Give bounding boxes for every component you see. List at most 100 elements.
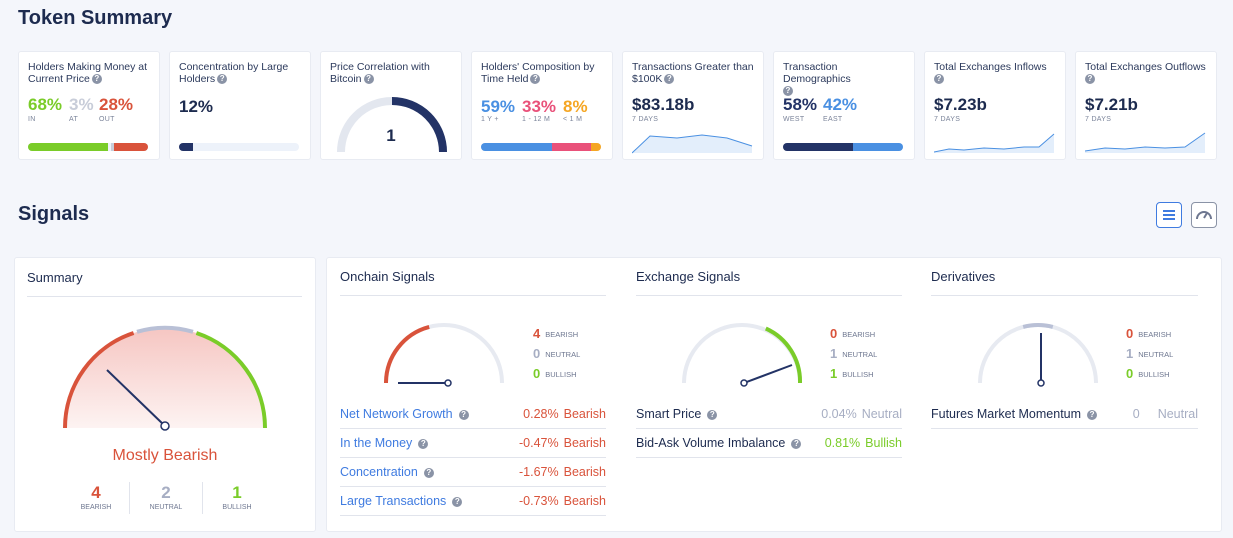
question-icon[interactable]: ? (934, 74, 944, 85)
derivatives-bullish-legend: 0 BULLISH (1126, 366, 1170, 381)
bearish-count: 0 (830, 326, 838, 341)
bullish-count: 1 (232, 483, 242, 502)
card-holders-composition[interactable]: Holders' Composition by Time Held? 59% 3… (471, 51, 613, 160)
label-east: EAST (823, 116, 843, 123)
correlation-value: 1 (386, 126, 396, 145)
onchain-title: Onchain Signals (340, 269, 435, 284)
signal-pct: -0.47% (519, 436, 559, 450)
signal-name: Bid-Ask Volume Imbalance (636, 436, 786, 450)
summary-bearish: 4 BEARISH (62, 483, 130, 511)
card-holders-making-money[interactable]: Holders Making Money at Current Price? 6… (18, 51, 160, 160)
question-icon[interactable]: ? (664, 74, 675, 85)
signal-row-large-transactions[interactable]: Large Transactions? -0.73% Bearish (340, 487, 606, 516)
signal-link[interactable]: In the Money (340, 436, 413, 450)
signal-row-futures-market-momentum[interactable]: Futures Market Momentum? 0 Neutral (931, 400, 1198, 429)
label-1m: < 1 M (563, 116, 583, 123)
bearish-label: BEARISH (80, 504, 112, 511)
signal-verdict: Bullish (865, 436, 902, 450)
card-large-transactions[interactable]: Transactions Greater than $100K? $83.18b… (622, 51, 764, 160)
question-icon[interactable]: ? (458, 409, 469, 420)
signal-row-smart-price[interactable]: Smart Price? 0.04% Neutral (636, 400, 902, 429)
signal-verdict: Neutral (1157, 407, 1198, 421)
question-icon[interactable]: ? (363, 74, 374, 85)
signal-verdict: Bearish (563, 465, 606, 479)
question-icon[interactable]: ? (530, 74, 541, 85)
onchain-bearish-legend: 4 BEARISH (533, 326, 578, 341)
value-at: 3% (69, 95, 94, 114)
signal-verdict: Bearish (563, 407, 606, 421)
value-west: 58% (783, 95, 818, 114)
question-icon[interactable]: ? (217, 74, 228, 85)
question-icon[interactable]: ? (707, 409, 718, 420)
bullish-label: BULLISH (222, 504, 252, 511)
holders-bar (28, 143, 148, 151)
list-view-button[interactable] (1156, 202, 1182, 228)
inflows-value: $7.23b (934, 95, 987, 114)
outflows-value: $7.21b (1085, 95, 1138, 114)
gauge-icon (1196, 211, 1212, 220)
card-title: Holders Making Money at Current Price (28, 61, 148, 85)
period-label: 7 DAYS (934, 116, 961, 123)
neutral-count: 2 (161, 483, 171, 502)
bearish-count: 0 (1126, 326, 1134, 341)
summary-panel: Summary Mostly Bearish 4 BEARISH 2 NEUTR… (14, 257, 316, 532)
value-1-12m: 33% (522, 97, 557, 116)
card-exchange-inflows[interactable]: Total Exchanges Inflows? $7.23b 7 DAYS (924, 51, 1066, 160)
question-icon[interactable]: ? (783, 86, 793, 97)
onchain-neutral-legend: 0 NEUTRAL (533, 346, 580, 361)
label-at: AT (69, 116, 79, 123)
transactions-value: $83.18b (632, 95, 695, 114)
signal-row-in-the-money[interactable]: In the Money? -0.47% Bearish (340, 429, 606, 458)
neutral-label: NEUTRAL (149, 504, 183, 511)
signal-row-net-network-growth[interactable]: Net Network Growth? 0.28% Bearish (340, 400, 606, 429)
question-icon[interactable]: ? (423, 467, 434, 478)
neutral-label: NEUTRAL (1138, 350, 1174, 359)
signal-pct: -1.67% (519, 465, 559, 479)
question-icon[interactable]: ? (91, 74, 102, 85)
question-icon[interactable]: ? (418, 438, 429, 449)
bearish-label: BEARISH (1138, 330, 1172, 339)
question-icon[interactable]: ? (1087, 409, 1098, 420)
card-exchange-outflows[interactable]: Total Exchanges Outflows? $7.21b 7 DAYS (1075, 51, 1217, 160)
exchange-neutral-legend: 1 NEUTRAL (830, 346, 877, 361)
neutral-count: 0 (533, 346, 541, 361)
bearish-label: BEARISH (842, 330, 876, 339)
question-icon[interactable]: ? (452, 496, 463, 507)
bearish-count: 4 (533, 326, 541, 341)
summary-bullish: 1 BULLISH (203, 483, 271, 511)
card-title: Total Exchanges Outflows (1085, 61, 1206, 73)
derivatives-neutral-legend: 1 NEUTRAL (1126, 346, 1173, 361)
signal-link[interactable]: Large Transactions (340, 494, 447, 508)
bearish-label: BEARISH (545, 330, 579, 339)
card-concentration[interactable]: Concentration by Large Holders? 12% (169, 51, 311, 160)
summary-gauge (63, 325, 267, 431)
signal-pct: 0.28% (523, 407, 559, 421)
signal-row-bid-ask-volume-imbalance[interactable]: Bid-Ask Volume Imbalance? 0.81% Bullish (636, 429, 902, 458)
divider (931, 295, 1198, 296)
signal-link[interactable]: Concentration (340, 465, 418, 479)
signal-pct: 0.04% (821, 407, 857, 421)
card-title: Total Exchanges Inflows (934, 61, 1047, 73)
signal-row-concentration[interactable]: Concentration? -1.67% Bearish (340, 458, 606, 487)
card-transaction-demographics[interactable]: Transaction Demographics? 58% 42% WEST E… (773, 51, 915, 160)
bearish-count: 4 (91, 483, 101, 502)
card-title: Transactions Greater than $100K (632, 61, 754, 85)
signal-link[interactable]: Net Network Growth (340, 407, 453, 421)
bullish-label: BULLISH (545, 370, 577, 379)
signal-name: Futures Market Momentum (931, 407, 1082, 421)
question-icon[interactable]: ? (1085, 74, 1095, 85)
gauge-view-button[interactable] (1191, 202, 1217, 228)
bullish-count: 0 (533, 366, 541, 381)
summary-verdict: Mostly Bearish (112, 447, 218, 464)
derivatives-gauge (978, 323, 1098, 387)
divider (636, 295, 902, 296)
exchange-bullish-legend: 1 BULLISH (830, 366, 874, 381)
period-label: 7 DAYS (1085, 116, 1112, 123)
composition-bar (481, 143, 601, 151)
card-price-correlation[interactable]: Price Correlation with Bitcoin? 1 (320, 51, 462, 160)
label-out: OUT (99, 116, 115, 123)
question-icon[interactable]: ? (791, 438, 802, 449)
exchange-title: Exchange Signals (636, 269, 741, 284)
token-summary-heading: Token Summary (18, 7, 173, 29)
sparkline (934, 133, 1055, 153)
